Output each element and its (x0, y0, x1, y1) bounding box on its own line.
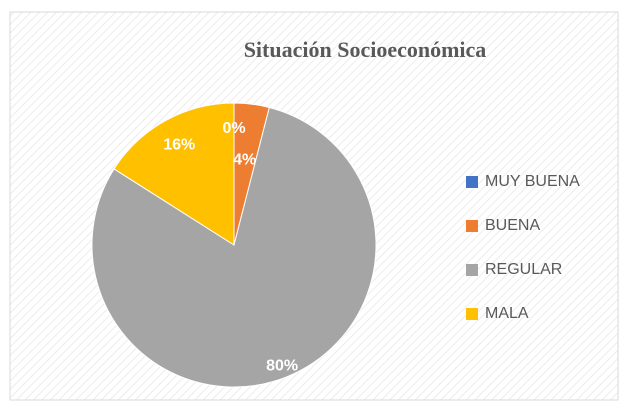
legend-label: BUENA (485, 217, 540, 234)
data-label: 16% (163, 137, 195, 154)
pie-slice (91, 106, 377, 388)
legend-swatch (466, 264, 478, 276)
legend-label: REGULAR (485, 261, 562, 278)
pie-slice (113, 102, 235, 246)
data-label: 0% (222, 120, 245, 137)
legend-swatch (466, 176, 478, 188)
data-label: 80% (266, 358, 298, 375)
legend-swatch (466, 308, 478, 320)
legend-swatch (466, 220, 478, 232)
chart-title: Situación Socioeconómica (244, 37, 487, 62)
legend-label: MUY BUENA (485, 173, 580, 190)
legend-label: MALA (485, 305, 529, 322)
data-label: 4% (233, 152, 256, 169)
